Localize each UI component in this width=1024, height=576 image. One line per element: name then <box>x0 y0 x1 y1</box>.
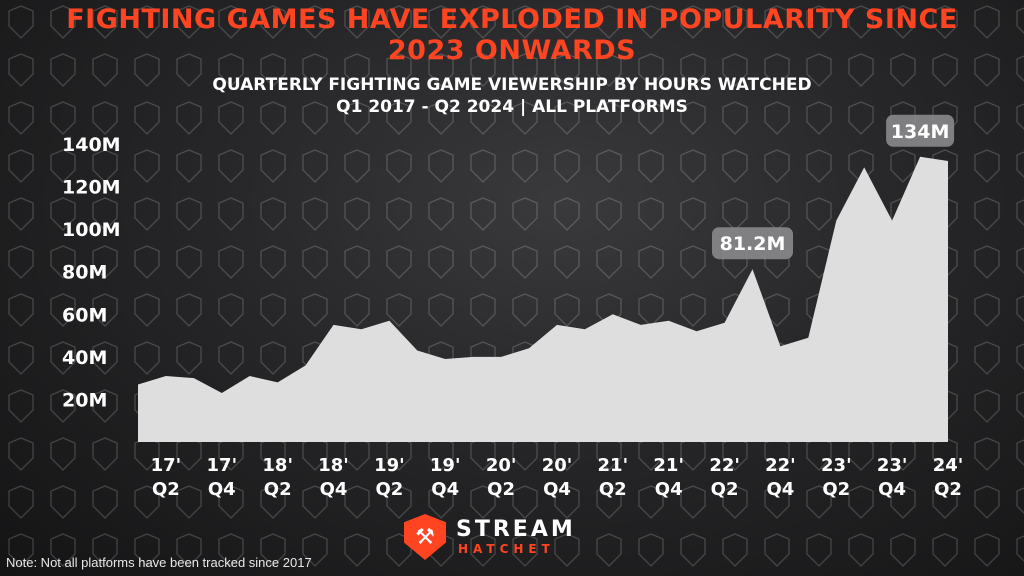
y-tick-label: 60M <box>62 304 107 326</box>
x-tick-quarter-label: Q2 <box>152 479 180 500</box>
y-tick-label: 120M <box>62 177 121 199</box>
x-tick-quarter-label: Q4 <box>431 479 459 500</box>
logo-subname: HATCHET <box>458 542 555 556</box>
x-tick-year-label: 19' <box>374 455 405 476</box>
x-tick-quarter-label: Q2 <box>934 479 962 500</box>
x-tick-quarter-label: Q4 <box>320 479 348 500</box>
x-tick-quarter-label: Q2 <box>822 479 850 500</box>
y-tick-label: 100M <box>62 219 121 241</box>
chart-subtitle-line-2: Q1 2017 - Q2 2024 | ALL PLATFORMS <box>336 97 688 117</box>
x-tick-year-label: 23' <box>821 455 852 476</box>
y-tick-label: 80M <box>62 262 107 284</box>
callout-label: 81.2M <box>720 233 786 255</box>
x-tick-year-label: 20' <box>486 455 517 476</box>
callout-label: 134M <box>891 121 950 143</box>
x-tick-quarter-label: Q2 <box>711 479 739 500</box>
stream-hatchet-logo: ⚒ STREAM HATCHET <box>404 514 576 560</box>
x-tick-year-label: 18' <box>318 455 349 476</box>
logo-name: STREAM <box>456 517 576 542</box>
footnote: Note: Not all platforms have been tracke… <box>6 555 312 570</box>
x-tick-quarter-label: Q2 <box>487 479 515 500</box>
x-tick-year-label: 22' <box>709 455 740 476</box>
x-tick-quarter-label: Q4 <box>208 479 236 500</box>
stream-hatchet-shield-icon: ⚒ <box>404 514 446 560</box>
x-tick-year-label: 19' <box>430 455 461 476</box>
x-tick-quarter-label: Q2 <box>375 479 403 500</box>
x-tick-quarter-label: Q4 <box>655 479 683 500</box>
x-tick-year-label: 20' <box>542 455 573 476</box>
y-tick-label: 140M <box>62 134 121 156</box>
x-tick-year-label: 22' <box>765 455 796 476</box>
viewership-area-series <box>138 156 948 443</box>
x-tick-quarter-label: Q2 <box>599 479 627 500</box>
x-tick-quarter-label: Q4 <box>766 479 794 500</box>
x-tick-quarter-label: Q4 <box>543 479 571 500</box>
x-tick-year-label: 17' <box>151 455 182 476</box>
chart-subtitle-line-1: QUARTERLY FIGHTING GAME VIEWERSHIP BY HO… <box>212 75 812 95</box>
x-tick-quarter-label: Q2 <box>264 479 292 500</box>
y-tick-label: 20M <box>62 389 107 411</box>
x-tick-year-label: 23' <box>877 455 908 476</box>
chart-subtitle: QUARTERLY FIGHTING GAME VIEWERSHIP BY HO… <box>0 74 1024 118</box>
y-tick-label: 40M <box>62 347 107 369</box>
x-tick-year-label: 17' <box>207 455 238 476</box>
chart-title: FIGHTING GAMES HAVE EXPLODED IN POPULARI… <box>0 4 1024 66</box>
callout-badge <box>886 114 955 147</box>
callout-badge <box>712 227 793 260</box>
x-tick-year-label: 21' <box>653 455 684 476</box>
x-tick-year-label: 18' <box>262 455 293 476</box>
x-tick-year-label: 21' <box>598 455 629 476</box>
x-tick-quarter-label: Q4 <box>878 479 906 500</box>
x-tick-year-label: 24' <box>933 455 964 476</box>
chart-title-line-2: 2023 ONWARDS <box>387 35 637 66</box>
chart-title-line-1: FIGHTING GAMES HAVE EXPLODED IN POPULARI… <box>66 4 958 35</box>
